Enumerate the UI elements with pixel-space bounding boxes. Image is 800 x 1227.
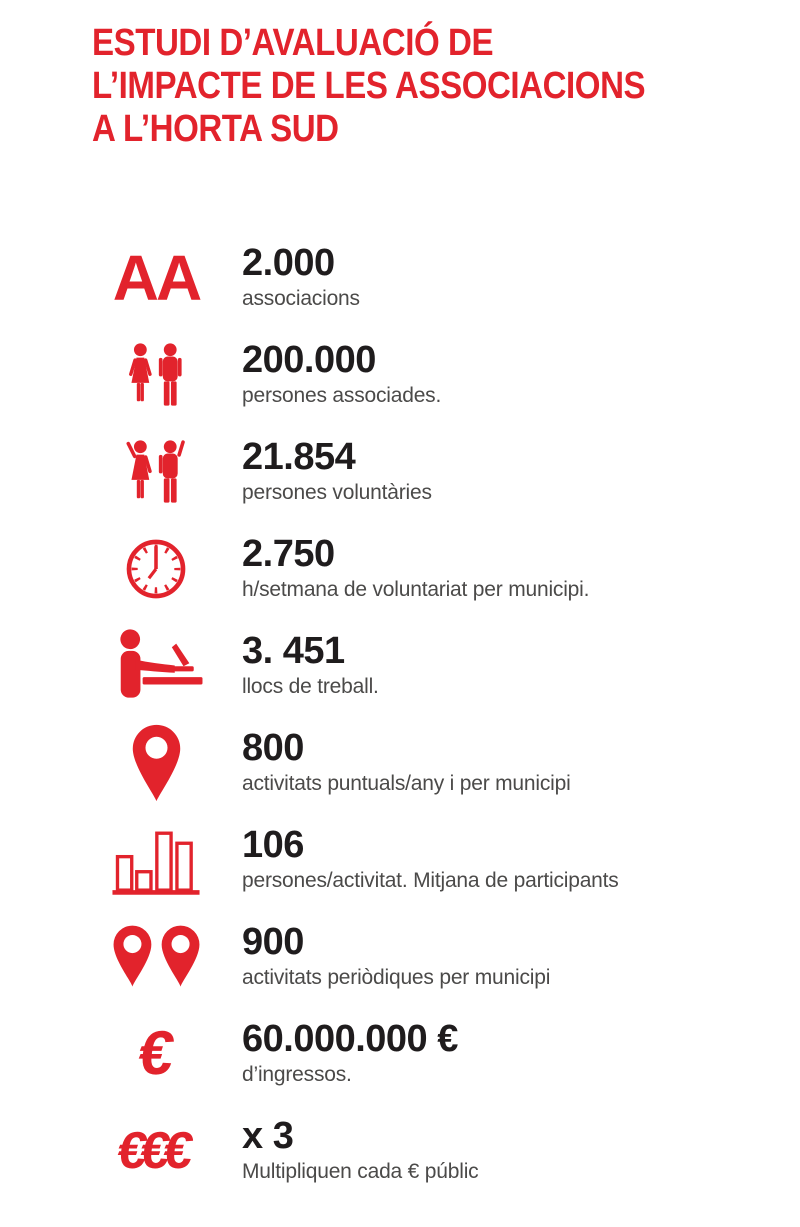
stat-label: llocs de treball.: [242, 675, 379, 699]
stat-text: 2.000 associacions: [242, 241, 360, 312]
stat-row: €€€ x 3 Multipliquen cada € públic: [0, 1102, 800, 1199]
stat-value: 800: [242, 726, 304, 769]
stat-label: persones associades.: [242, 384, 442, 408]
stat-icon-cell: [86, 723, 226, 803]
stat-icon-cell: [86, 629, 226, 702]
stat-label: persones voluntàries: [242, 481, 432, 505]
title-line-3: A L’HORTA SUD: [92, 108, 339, 150]
bar-chart-icon: [112, 831, 200, 895]
stat-icon-cell: [86, 342, 226, 407]
stat-text: 60.000.000 € d’ingressos.: [242, 1017, 458, 1088]
stat-icon-cell: €€€: [86, 1121, 226, 1180]
stat-value: 106: [242, 823, 304, 866]
stat-icon-cell: [86, 439, 226, 504]
stat-value: 21.854: [242, 435, 356, 478]
stat-value: 3. 451: [242, 629, 345, 672]
stat-row: 2.750 h/setmana de voluntariat per munic…: [0, 520, 800, 617]
stat-label: activitats puntuals/any i per municipi: [242, 772, 571, 796]
stat-row: € 60.000.000 € d’ingressos.: [0, 1005, 800, 1102]
map-pin-icon: [132, 724, 180, 801]
stat-text: 2.750 h/setmana de voluntariat per munic…: [242, 532, 590, 603]
title-line-2: L’IMPACTE DE LES ASSOCIACIONS: [92, 65, 646, 107]
stat-text: 21.854 persones voluntàries: [242, 435, 432, 506]
stat-text: 200.000 persones associades.: [242, 338, 442, 409]
clock-icon: [126, 539, 186, 598]
stat-text: 3. 451 llocs de treball.: [242, 629, 379, 700]
stat-row: 3. 451 llocs de treball.: [0, 617, 800, 714]
stat-row: AA 2.000 associacions: [0, 229, 800, 326]
double-map-pin-icon: [113, 925, 199, 987]
stat-text: 106 persones/activitat. Mitjana de parti…: [242, 823, 619, 894]
stat-value: 200.000: [242, 338, 376, 381]
stat-value: x 3: [242, 1114, 294, 1157]
title-line-1: ESTUDI D’AVALUACIÓ DE: [92, 22, 494, 64]
stat-row: 900 activitats periòdiques per municipi: [0, 908, 800, 1005]
stat-value: 60.000.000 €: [242, 1017, 458, 1060]
stat-label: h/setmana de voluntariat per municipi.: [242, 578, 590, 602]
stat-value: 2.750: [242, 532, 335, 575]
stat-value: 2.000: [242, 241, 335, 284]
triple-euro-icon: €€€: [113, 1121, 191, 1180]
stat-row: 21.854 persones voluntàries: [0, 423, 800, 520]
person-laptop-icon: [119, 629, 202, 698]
stat-icon-cell: [86, 824, 226, 896]
stat-row: 200.000 persones associades.: [0, 326, 800, 423]
stat-label: activitats periòdiques per municipi: [242, 966, 551, 990]
stat-label: associacions: [242, 287, 360, 311]
stat-icon-cell: AA: [86, 246, 226, 310]
woman-man-waving-icon: [126, 439, 185, 503]
page-title: ESTUDI D’AVALUACIÓ DE L’IMPACTE DE LES A…: [92, 22, 646, 151]
stat-icon-cell: [86, 537, 226, 601]
euro-icon: €: [133, 1018, 179, 1088]
stat-text: 800 activitats puntuals/any i per munici…: [242, 726, 571, 797]
stats-list: AA 2.000 associacions 200.000 persones a…: [0, 229, 800, 1199]
stat-text: x 3 Multipliquen cada € públic: [242, 1114, 479, 1185]
stat-row: 800 activitats puntuals/any i per munici…: [0, 714, 800, 811]
aa-letters-icon: AA: [112, 241, 202, 314]
stat-icon-cell: €: [86, 1018, 226, 1088]
stat-icon-cell: [86, 923, 226, 990]
stat-label: Multipliquen cada € públic: [242, 1160, 479, 1184]
woman-man-icon: [129, 342, 182, 406]
stat-label: d’ingressos.: [242, 1063, 352, 1087]
stat-value: 900: [242, 920, 304, 963]
stat-text: 900 activitats periòdiques per municipi: [242, 920, 551, 991]
stat-row: 106 persones/activitat. Mitjana de parti…: [0, 811, 800, 908]
stat-label: persones/activitat. Mitjana de participa…: [242, 869, 619, 893]
